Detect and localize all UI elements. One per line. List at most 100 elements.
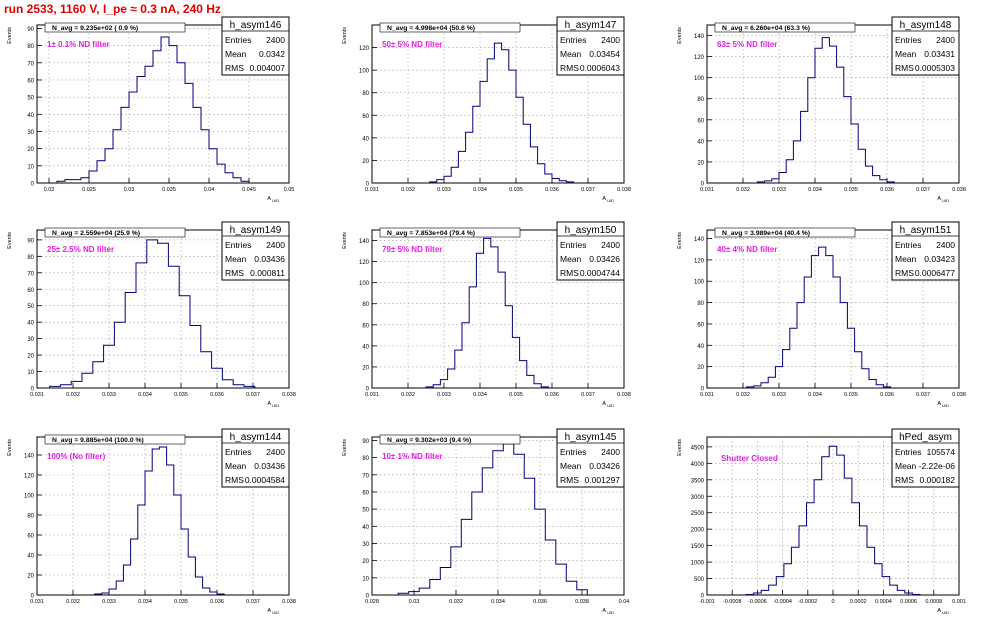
y-tick-label: 500 <box>694 577 705 583</box>
x-tick-label: 0.033 <box>772 392 786 398</box>
navg-label: N_avg = 9.302e+03 (9.4 %) <box>387 437 471 444</box>
x-tick-label: 0.001 <box>952 599 966 605</box>
y-tick-label: 0 <box>701 182 705 188</box>
x-tick-label: 0.035 <box>174 392 188 398</box>
x-tick-label: 0.05 <box>284 187 295 193</box>
stats-key: RMS <box>895 63 914 73</box>
y-tick-label: 10 <box>27 164 34 170</box>
y-tick-label: 20 <box>362 159 369 165</box>
y-tick-label: 80 <box>27 44 34 50</box>
x-tick-label: 0.031 <box>365 187 379 193</box>
y-tick-label: 50 <box>27 304 34 310</box>
x-tick-label: 0.034 <box>808 392 822 398</box>
y-tick-label: 70 <box>362 473 369 479</box>
stats-key: Entries <box>560 240 586 250</box>
x-tick-label: 0.0004 <box>875 599 892 605</box>
histogram-panel: 0 20 40 60 80 100 120 140 0.031 0.032 0.033 0.034 0.… <box>7 428 296 615</box>
filter-label: 50± 5% ND filter <box>382 40 442 49</box>
x-axis-label: A UID <box>937 196 949 203</box>
y-tick-label: 40 <box>27 554 34 560</box>
y-tick-label: 140 <box>694 34 705 40</box>
y-tick-label: 60 <box>27 534 34 540</box>
run-title: run 2533, 1160 V, I_pe ≈ 0.3 nA, 240 Hz <box>4 2 221 16</box>
stats-value: 0.0006477 <box>915 268 955 278</box>
y-tick-label: 140 <box>694 237 705 243</box>
x-tick-label: 0.032 <box>736 392 750 398</box>
x-axis-label: A UID <box>602 608 614 615</box>
stats-value: 0.03426 <box>589 254 620 264</box>
histogram-line <box>425 237 549 388</box>
stats-value: 0.03454 <box>589 49 620 59</box>
x-tick-label: 0.036 <box>545 392 559 398</box>
stats-box <box>891 16 960 76</box>
y-tick-label: 2000 <box>691 528 705 534</box>
x-tick-label: 0.033 <box>437 392 451 398</box>
y-axis-label: Events <box>677 439 683 456</box>
x-tick-label: -0.0002 <box>798 599 817 605</box>
histogram-line <box>746 246 892 388</box>
y-tick-label: 90 <box>27 27 34 33</box>
y-tick-label: 0 <box>366 594 370 600</box>
navg-label: N_avg = 4.998e+04 (50.6 %) <box>387 25 475 32</box>
y-tick-label: 40 <box>27 113 34 119</box>
x-tick-label: 0.038 <box>617 187 631 193</box>
navg-label: N_avg = 9.235e+02 ( 0.9 %) <box>52 25 138 32</box>
stats-box <box>891 428 960 488</box>
x-tick-label: -0.0006 <box>748 599 767 605</box>
x-tick-label: 0.037 <box>916 187 930 193</box>
histogram-line <box>94 446 225 595</box>
x-axis-label: A UID <box>267 196 279 203</box>
x-tick-label: 0.0006 <box>900 599 917 605</box>
y-axis-label: Events <box>677 232 683 249</box>
y-tick-label: 3500 <box>691 478 705 484</box>
x-tick-label: -0.001 <box>699 599 715 605</box>
y-tick-label: 80 <box>362 91 369 97</box>
x-tick-label: 0.028 <box>365 599 379 605</box>
histogram-title: h_asym144 <box>230 432 282 443</box>
filter-label: Shutter Closed <box>721 454 778 463</box>
histogram-title: h_asym145 <box>565 432 617 443</box>
x-tick-label: 0.031 <box>365 392 379 398</box>
y-tick-label: 20 <box>27 354 34 360</box>
stats-value: 2400 <box>936 35 955 45</box>
stats-key: RMS <box>225 475 244 485</box>
histogram-line <box>429 42 575 183</box>
x-tick-label: 0.037 <box>246 392 260 398</box>
stats-key: Mean <box>560 254 582 264</box>
stats-key: Entries <box>895 35 921 45</box>
x-tick-label: 0.034 <box>138 392 152 398</box>
x-tick-label: 0 <box>831 599 834 605</box>
filter-label: 79± 5% ND filter <box>382 245 442 254</box>
y-axis-label: Events <box>342 232 348 249</box>
y-axis-label: Events <box>7 439 13 456</box>
x-tick-label: 0.045 <box>242 187 256 193</box>
x-tick-label: 0.036 <box>210 392 224 398</box>
stats-key: RMS <box>225 268 244 278</box>
y-tick-label: 0 <box>701 594 705 600</box>
x-tick-label: 0.037 <box>916 392 930 398</box>
histogram-title: h_asym149 <box>230 225 282 236</box>
x-tick-label: 0.038 <box>617 392 631 398</box>
stats-key: Entries <box>225 447 251 457</box>
histogram-panel: 0 10 20 30 40 50 60 70 80 90 0.02 0.025 0.03 0.035 0.0… <box>7 16 295 203</box>
x-axis-label: A UID <box>937 608 949 615</box>
stats-value: 0.0004744 <box>580 268 620 278</box>
histogram-panel: 0 10 20 30 40 50 60 70 80 90 0.028 0.03 0.032 0.034 0.… <box>342 428 629 615</box>
stats-key: Mean <box>225 461 247 471</box>
y-tick-label: 80 <box>362 302 369 308</box>
y-tick-label: 80 <box>27 514 34 520</box>
histogram-line <box>745 445 921 595</box>
x-tick-label: 0.036 <box>880 187 894 193</box>
histogram-title: h_asym148 <box>900 20 952 31</box>
filter-label: 63± 5% ND filter <box>717 40 777 49</box>
stats-value: 2400 <box>601 240 620 250</box>
stats-value: 2400 <box>266 35 285 45</box>
x-tick-label: 0.04 <box>204 187 215 193</box>
y-tick-label: 70 <box>27 271 34 277</box>
histogram-title: h_asym146 <box>230 20 282 31</box>
stats-value: 2400 <box>266 447 285 457</box>
y-tick-label: 30 <box>27 337 34 343</box>
stats-value: 0.000182 <box>920 475 956 485</box>
x-tick-label: 0.031 <box>700 392 714 398</box>
x-tick-label: -0.0008 <box>723 599 742 605</box>
